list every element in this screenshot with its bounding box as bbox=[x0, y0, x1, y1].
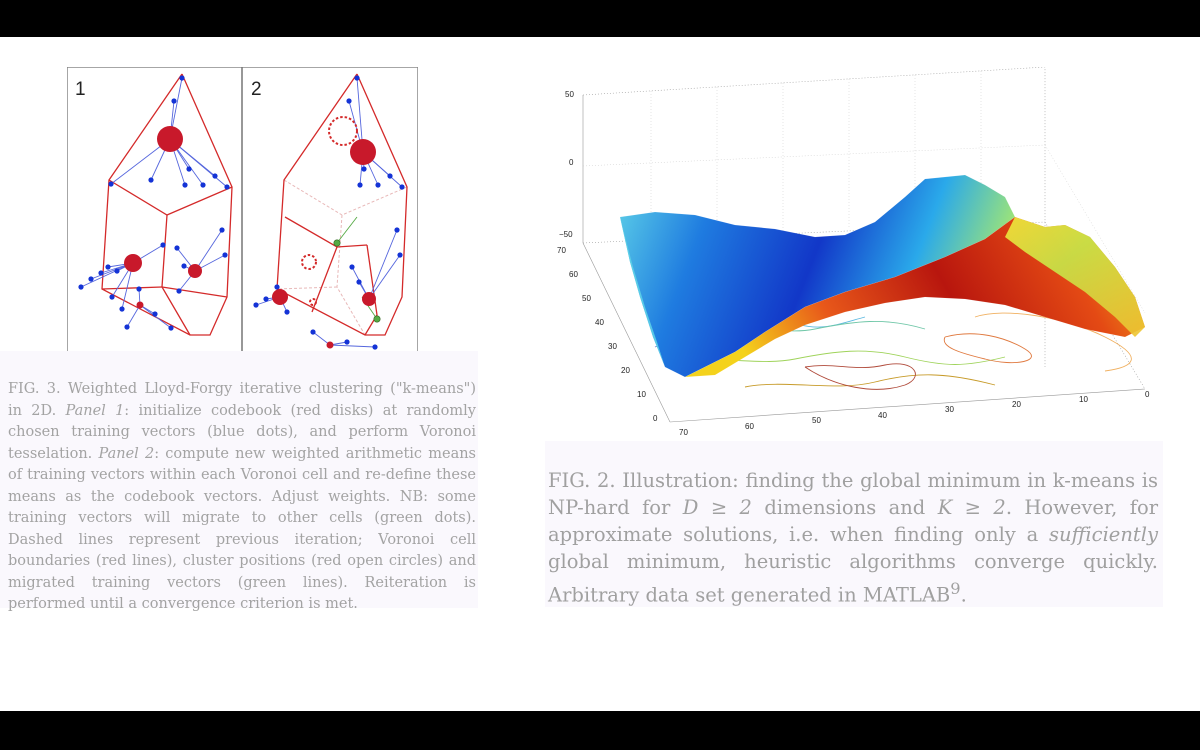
fig3-caption-part3: : compute new weighted arithmetic means … bbox=[8, 445, 476, 613]
voronoi-cell-boundaries bbox=[101, 73, 233, 336]
bottom-letterbox-bar bbox=[0, 711, 1200, 750]
y-tick-label: 50 bbox=[582, 294, 591, 303]
fig2-surface-plot: 50 0 −50 70 60 50 40 30 20 10 0 70 60 50… bbox=[557, 67, 1150, 437]
x-tick-label: 30 bbox=[945, 405, 954, 414]
migrated-vectors bbox=[333, 239, 381, 323]
fig3-caption-part2: : initialize codebook (red disks) at ran… bbox=[8, 402, 476, 462]
x-tick-label: 10 bbox=[1079, 395, 1088, 404]
previous-voronoi-boundaries bbox=[276, 179, 408, 336]
y-tick-label: 20 bbox=[621, 366, 630, 375]
z-tick-label: −50 bbox=[559, 230, 573, 239]
fig2-caption-box bbox=[545, 441, 1163, 607]
z-tick-label: 0 bbox=[569, 158, 574, 167]
surface bbox=[619, 174, 1146, 378]
fig2-caption-part3: . However, for approximate solutions, i.… bbox=[548, 496, 1159, 546]
slide: 1 2 bbox=[0, 37, 1200, 711]
x-tick-label: 20 bbox=[1012, 400, 1021, 409]
fig2-caption-math-d: D ≥ 2 bbox=[682, 496, 752, 519]
codebook-disks bbox=[124, 126, 202, 309]
training-vectors bbox=[253, 75, 405, 350]
fig3-caption: FIG. 3. Weighted Lloyd-Forgy iterative c… bbox=[8, 379, 476, 616]
x-tick-label: 40 bbox=[878, 411, 887, 420]
fig3-voronoi-panels: 1 2 bbox=[67, 67, 418, 355]
fig3-caption-panel1-label: Panel 1 bbox=[65, 402, 125, 419]
x-tick-label: 50 bbox=[812, 416, 821, 425]
y-tick-label: 30 bbox=[608, 342, 617, 351]
y-tick-label: 10 bbox=[637, 390, 646, 399]
fig2-caption-part5: . bbox=[960, 583, 967, 607]
x-tick-label: 70 bbox=[679, 428, 688, 437]
y-tick-label: 70 bbox=[557, 246, 566, 255]
voronoi-cell-boundaries bbox=[276, 73, 408, 336]
fig2-caption-part1: FIG. 2. Illustration: finding the global… bbox=[548, 469, 1158, 519]
top-letterbox-bar bbox=[0, 0, 1200, 37]
panel-1 bbox=[78, 73, 233, 336]
fig2-caption-footnote: 9 bbox=[950, 579, 961, 598]
fig2-caption-part4: global minimum, heuristic algorithms con… bbox=[548, 550, 1158, 607]
y-tick-label: 40 bbox=[595, 318, 604, 327]
fig3-caption-box bbox=[0, 351, 478, 608]
z-tick-label: 50 bbox=[565, 90, 574, 99]
training-vectors bbox=[78, 75, 230, 331]
y-axis-ticks: 70 60 50 40 30 20 10 0 bbox=[557, 246, 658, 423]
fig2-caption-part2: dimensions and bbox=[751, 496, 938, 519]
fig3-caption-panel2-label: Panel 2 bbox=[98, 445, 155, 462]
panel-1-number: 1 bbox=[75, 79, 86, 100]
x-tick-label: 60 bbox=[745, 422, 754, 431]
panel-2-number: 2 bbox=[251, 79, 262, 100]
y-tick-label: 60 bbox=[569, 270, 578, 279]
x-tick-label: 0 bbox=[1145, 390, 1150, 399]
previous-cluster-positions bbox=[301, 116, 358, 306]
fig3-caption-part1: FIG. 3. Weighted Lloyd-Forgy iterative c… bbox=[8, 381, 476, 419]
z-axis-ticks: 50 0 −50 bbox=[559, 90, 574, 239]
fig2-caption-emphasis: sufficiently bbox=[1049, 523, 1158, 546]
codebook-disks bbox=[272, 139, 376, 349]
panel-2 bbox=[253, 73, 408, 350]
fig2-caption-math-k: K ≥ 2 bbox=[937, 496, 1006, 519]
fig2-caption: FIG. 2. Illustration: finding the global… bbox=[548, 467, 1158, 609]
axes-box bbox=[582, 67, 1146, 423]
surface-right-face bbox=[1005, 217, 1145, 337]
y-tick-label: 0 bbox=[653, 414, 658, 423]
x-axis-ticks: 70 60 50 40 30 20 10 0 bbox=[679, 390, 1150, 437]
